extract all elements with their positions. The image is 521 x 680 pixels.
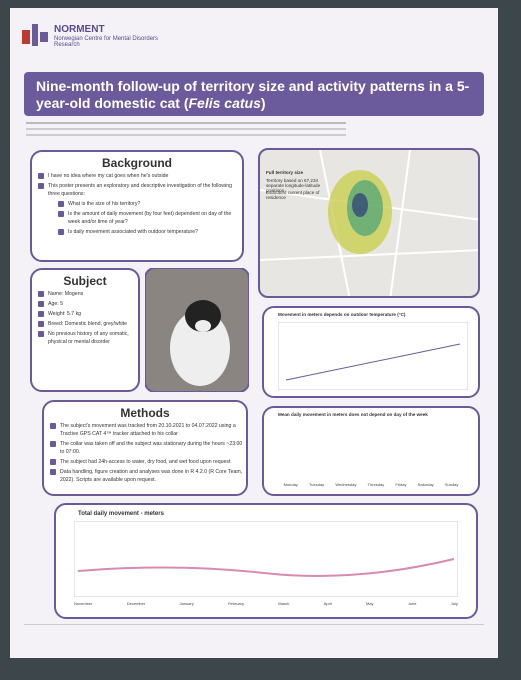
item: Name: Mogens bbox=[38, 290, 138, 298]
day-label: Monday bbox=[283, 482, 298, 487]
question: Is the amount of daily movement (by four… bbox=[58, 210, 242, 226]
item: The subject's movement was tracked from … bbox=[50, 422, 246, 438]
month-label: February bbox=[227, 601, 244, 606]
month-label: July bbox=[450, 601, 458, 606]
map-title: Full territory size bbox=[266, 170, 304, 175]
item: Age: 5 bbox=[38, 300, 138, 308]
item: I have no idea where my cat goes when he… bbox=[38, 172, 242, 180]
month-label: May bbox=[365, 601, 374, 606]
methods-box: Methods The subject's movement was track… bbox=[42, 400, 248, 496]
heading: Methods bbox=[120, 406, 170, 420]
title-end: ) bbox=[260, 95, 266, 111]
map: Full territory size Territory based on 6… bbox=[258, 148, 480, 298]
list: The subject's movement was tracked from … bbox=[44, 422, 246, 484]
scatter-title: Movement in meters depends on outdoor te… bbox=[278, 312, 406, 317]
item: No previous history of any somatic, phys… bbox=[38, 330, 138, 346]
title-band: Nine-month follow-up of territory size a… bbox=[24, 72, 484, 116]
item: This poster presents an exploratory and … bbox=[38, 182, 242, 236]
item-text: This poster presents an exploratory and … bbox=[48, 183, 232, 197]
map-legend: Estimated current place of residence bbox=[266, 190, 320, 200]
footer bbox=[24, 624, 484, 645]
scatter-panel: Movement in meters depends on outdoor te… bbox=[262, 306, 480, 398]
month-labels: November December January February March Apri… bbox=[74, 601, 458, 606]
list: I have no idea where my cat goes when he… bbox=[32, 172, 242, 236]
month-label: January bbox=[179, 601, 194, 606]
item: Weight: 5.7 kg bbox=[38, 310, 138, 318]
authors bbox=[26, 122, 346, 124]
item: The subject had 24h-access to water, dry… bbox=[50, 458, 246, 466]
timeseries-title: Total daily movement - meters bbox=[78, 511, 164, 517]
background-box: Background I have no idea where my cat g… bbox=[30, 150, 244, 262]
day-label: Wednesday bbox=[335, 482, 357, 487]
month-label: March bbox=[278, 601, 290, 606]
scatter-plot bbox=[278, 322, 468, 390]
boxplot-title: Mean daily movement in meters does not d… bbox=[278, 412, 428, 417]
list: Name: Mogens Age: 5 Weight: 5.7 kg Breed: D… bbox=[32, 290, 138, 346]
day-label: Friday bbox=[395, 482, 407, 487]
boxplot-panel: Mean daily movement in meters does not d… bbox=[262, 406, 480, 496]
month-label: November bbox=[74, 601, 93, 606]
day-label: Thursday bbox=[367, 482, 385, 487]
month-label: April bbox=[323, 601, 332, 606]
timeseries-plot bbox=[74, 521, 458, 597]
day-labels: Monday Tuesday Wednesday Thursday Friday Satu… bbox=[278, 482, 464, 487]
heading: Subject bbox=[63, 274, 107, 288]
question: What is the size of his territory? bbox=[58, 200, 242, 208]
day-label: Tuesday bbox=[308, 482, 325, 487]
day-label: Sunday bbox=[444, 482, 459, 487]
title-main: Nine-month follow-up of territory size a… bbox=[36, 78, 470, 111]
question: Is daily movement associated with outdoo… bbox=[58, 228, 242, 236]
map-legend: Territory based on 67,234 separate longi… bbox=[266, 178, 321, 193]
org-sub: Norwegian Centre for Mental Disorders Re… bbox=[54, 36, 159, 48]
org: NORMENT bbox=[54, 24, 105, 35]
title: Nine-month follow-up of territory size a… bbox=[24, 72, 484, 118]
poster: NORMENT Norwegian Centre for Mental Diso… bbox=[10, 8, 498, 658]
heading: Background bbox=[101, 156, 172, 170]
title-species: Felis catus bbox=[188, 95, 261, 111]
month-label: December bbox=[126, 601, 146, 606]
item: Data handling, figure creation and analy… bbox=[50, 468, 246, 484]
cat-photo bbox=[145, 268, 249, 392]
logo bbox=[22, 24, 48, 46]
item: The collar was taken off and the subject… bbox=[50, 440, 246, 456]
timeseries-panel: Total daily movement - meters November De… bbox=[54, 503, 478, 619]
subject-box: Subject Name: Mogens Age: 5 Weight: 5.7 kg… bbox=[30, 268, 140, 392]
item: Breed: Domestic blend, grey/white bbox=[38, 320, 138, 328]
day-label: Saturday bbox=[417, 482, 434, 487]
map-art bbox=[260, 150, 478, 296]
month-label: June bbox=[407, 601, 417, 606]
